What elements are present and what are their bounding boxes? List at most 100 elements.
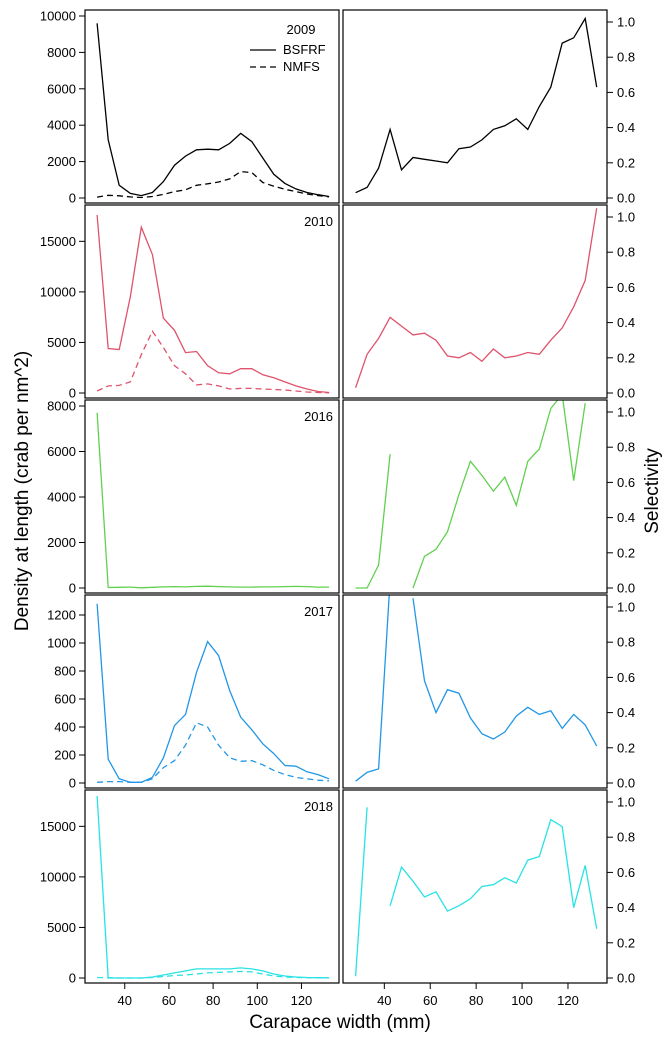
y-axis-title-right: Selectivity (642, 448, 663, 534)
selectivity-tick-label-2018: 0.4 (617, 900, 635, 915)
selectivity-tick-label-2010: 0.0 (617, 386, 635, 401)
density-series-2018 (96, 795, 330, 979)
density-tick-label-2009: 0 (69, 191, 76, 206)
selectivity-tick-label-2017: 0.8 (617, 635, 635, 650)
year-label-2010: 2010 (304, 214, 333, 229)
density-tick-label-2018: 0 (69, 971, 76, 986)
panel-2009 (96, 16, 598, 199)
density-tick-label-2016: 4000 (47, 490, 76, 505)
legend-label-bsfrf: BSFRF (283, 42, 326, 57)
selectivity-tick-label-2010: 0.8 (617, 245, 635, 260)
nmfs-line-2017 (97, 721, 330, 783)
density-tick-label-2018: 10000 (40, 869, 76, 884)
panel-2017 (96, 595, 598, 783)
density-tick-label-2016: 8000 (47, 399, 76, 414)
x-tick-label-left: 80 (206, 993, 220, 1008)
right-frame-2009 (342, 9, 608, 204)
density-tick-label-2010: 15000 (40, 234, 76, 249)
selectivity-tick-label-2009: 0.8 (617, 50, 635, 65)
bsfrf-line-2016 (96, 412, 330, 589)
y-axis-title-left: Density at length (crab per nm^2) (12, 351, 33, 631)
density-tick-label-2017: 400 (54, 720, 76, 735)
selectivity-tick-label-2016: 0.6 (617, 475, 635, 490)
selectivity-tick-label-2016: 0.4 (617, 510, 635, 525)
density-tick-label-2010: 0 (69, 386, 76, 401)
density-tick-label-2009: 10000 (40, 9, 76, 24)
nmfs-line-2010 (96, 329, 330, 394)
selectivity-series-2017 (355, 595, 598, 782)
density-tick-label-2009: 2000 (47, 154, 76, 169)
bsfrf-line-2017 (96, 603, 330, 783)
density-tick-label-2017: 1000 (47, 636, 76, 651)
density-tick-label-2017: 200 (54, 748, 76, 763)
nmfs-line-2009 (96, 170, 330, 199)
left-frame-2009 (84, 9, 340, 204)
density-series-2016 (96, 412, 330, 589)
x-tick-label-right: 40 (377, 993, 391, 1008)
density-tick-label-2017: 0 (69, 776, 76, 791)
selectivity-tick-label-2009: 1.0 (617, 15, 635, 30)
density-tick-label-2010: 10000 (40, 284, 76, 299)
density-tick-label-2009: 4000 (47, 118, 76, 133)
density-tick-label-2017: 800 (54, 664, 76, 679)
density-tick-label-2017: 600 (54, 692, 76, 707)
x-tick-label-left: 60 (162, 993, 176, 1008)
density-tick-label-2018: 5000 (47, 920, 76, 935)
density-tick-label-2016: 6000 (47, 444, 76, 459)
selectivity-tick-label-2017: 0.0 (617, 776, 635, 791)
selectivity-tick-label-2010: 0.6 (617, 280, 635, 295)
density-tick-label-2018: 15000 (40, 819, 76, 834)
legend-title: 2009 (287, 22, 316, 37)
density-tick-label-2009: 6000 (47, 81, 76, 96)
selectivity-series-2009 (355, 16, 598, 194)
axes-layer: 02000400060008000100000.00.20.40.60.81.0… (40, 9, 635, 1009)
selectivity-tick-label-2016: 1.0 (617, 405, 635, 420)
selectivity-tick-label-2009: 0.4 (617, 120, 635, 135)
density-series-2009 (96, 23, 330, 199)
selectivity-tick-label-2010: 0.4 (617, 315, 635, 330)
selectivity-tick-label-2018: 0.2 (617, 935, 635, 950)
bsfrf-line-2010 (96, 214, 330, 394)
selectivity-series-2010 (354, 208, 598, 388)
left-frame-2016 (84, 399, 340, 594)
selectivity-tick-label-2010: 0.2 (617, 350, 635, 365)
right-frame-2018 (342, 789, 608, 984)
left-frame-2017 (84, 594, 340, 789)
density-tick-label-2016: 2000 (47, 535, 76, 550)
selectivity-tick-label-2016: 0.8 (617, 440, 635, 455)
selectivity-series-2016 (355, 400, 586, 589)
selectivity-tick-label-2017: 0.4 (617, 705, 635, 720)
selectivity-tick-label-2009: 0.2 (617, 155, 635, 170)
selectivity-line-2016 (355, 400, 586, 589)
legend: 2009 BSFRF NMFS (250, 22, 326, 74)
left-frame-2018 (84, 789, 340, 984)
right-frame-2016 (342, 399, 608, 594)
panel-2016 (96, 400, 586, 589)
panel-2010 (96, 208, 598, 394)
density-series-2010 (96, 214, 330, 394)
legend-label-nmfs: NMFS (283, 59, 320, 74)
density-series-2017 (96, 603, 330, 783)
x-tick-label-left: 100 (246, 993, 268, 1008)
panels-layer (96, 16, 598, 979)
selectivity-line-2010 (354, 208, 598, 388)
left-frame-2010 (84, 204, 340, 399)
density-tick-label-2016: 0 (69, 581, 76, 596)
selectivity-tick-label-2009: 0.6 (617, 85, 635, 100)
bsfrf-line-2009 (96, 23, 330, 198)
selectivity-tick-label-2016: 0.2 (617, 545, 635, 560)
x-tick-label-right: 120 (557, 993, 579, 1008)
selectivity-tick-label-2016: 0.0 (617, 581, 635, 596)
x-tick-label-right: 60 (423, 993, 437, 1008)
selectivity-line-2009 (355, 16, 598, 194)
selectivity-tick-label-2010: 1.0 (617, 210, 635, 225)
right-frame-2017 (342, 594, 608, 789)
x-tick-label-left: 40 (118, 993, 132, 1008)
year-label-2018: 2018 (304, 799, 333, 814)
selectivity-tick-label-2018: 1.0 (617, 795, 635, 810)
selectivity-series-2018 (354, 807, 598, 977)
x-tick-label-right: 100 (511, 993, 533, 1008)
right-frame-2010 (342, 204, 608, 399)
selectivity-tick-label-2018: 0.6 (617, 865, 635, 880)
